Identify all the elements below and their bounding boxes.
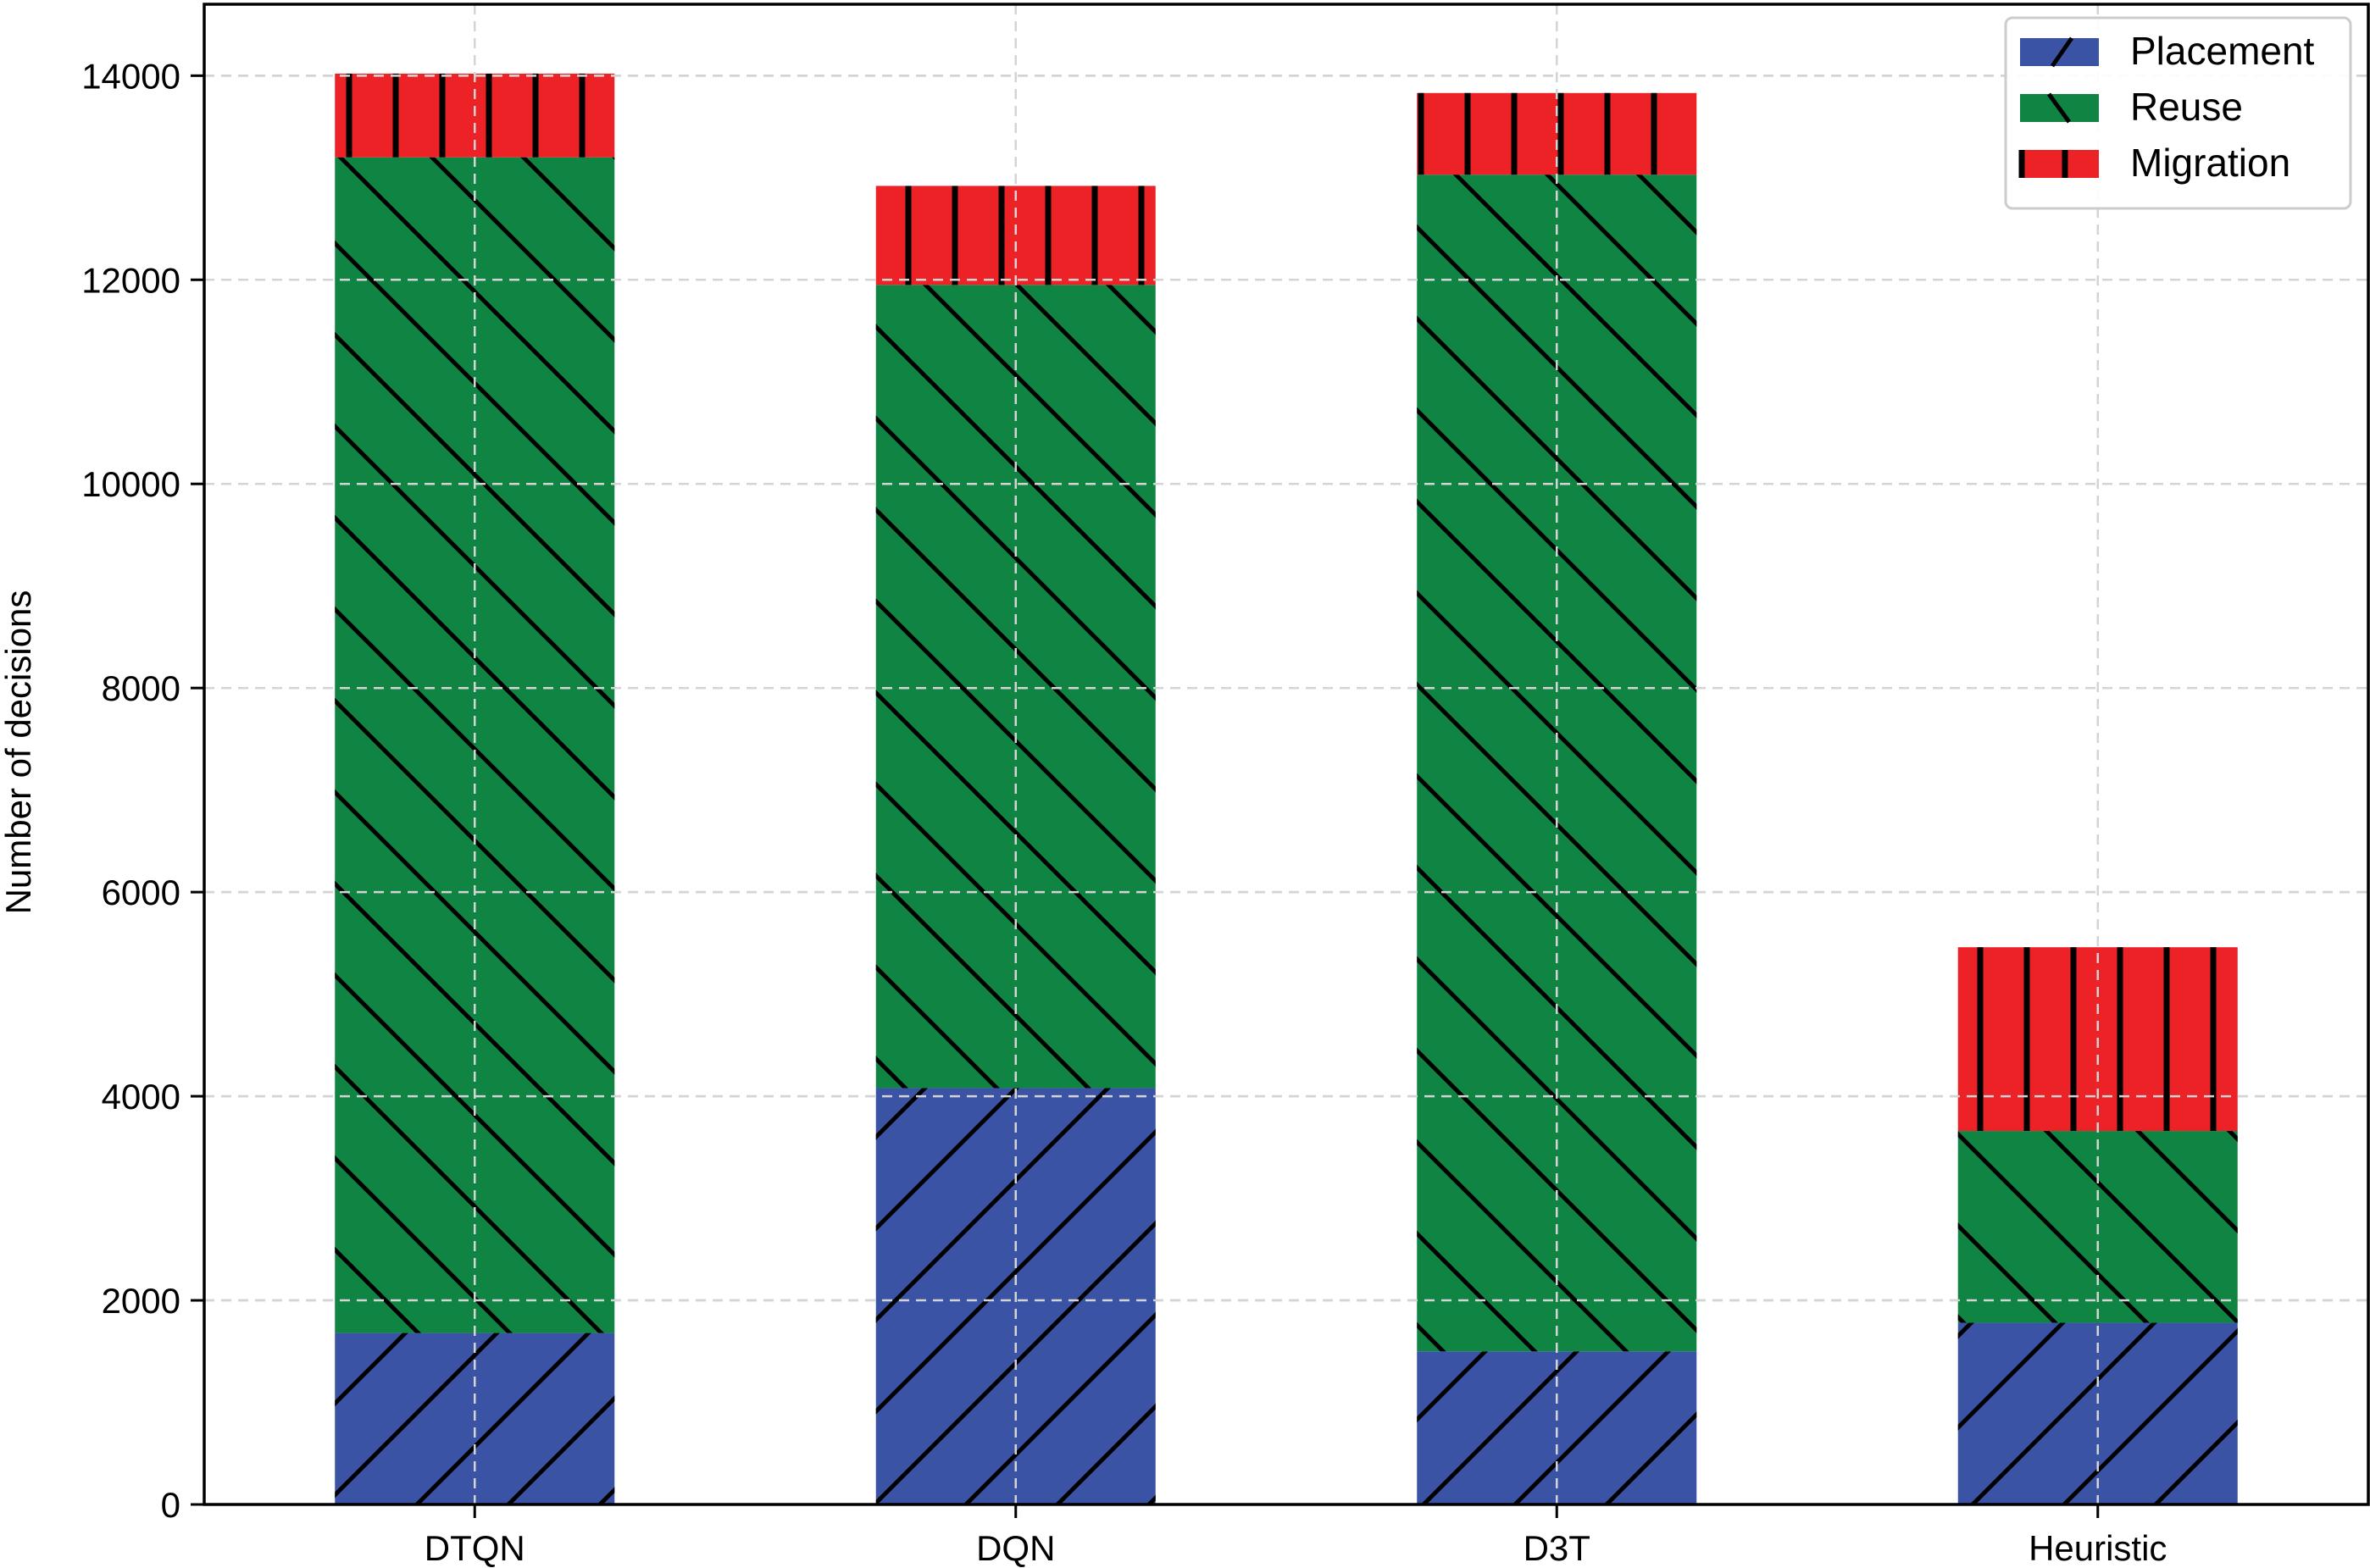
bar-hatch [1417,175,1697,1352]
plot-frame [203,3,2370,1506]
x-tick-label-dqn: DQN [976,1528,1055,1568]
legend-hatch [2050,36,2074,68]
y-tick-label: 12000 [81,260,180,300]
legend-item-placement: Placement [2020,29,2315,73]
x-tick-label-dtqn: DTQN [425,1528,525,1568]
y-tick-label: 10000 [81,464,180,504]
y-axis-title: Number of decisions [0,590,38,915]
y-tick-label: 0 [161,1485,180,1525]
legend-hatch [2046,92,2072,124]
legend-label: Placement [2130,29,2315,73]
legend-item-reuse: Reuse [2020,85,2243,129]
bar-d3t-reuse [1417,175,1697,1352]
y-tick-label: 14000 [81,56,180,96]
legend-item-migration: Migration [2018,141,2290,185]
y-tick-label: 6000 [102,873,180,912]
bars [204,4,2368,1504]
bar-hatch [335,157,615,1333]
legend-label: Migration [2130,141,2290,185]
y-tick-label: 4000 [102,1077,180,1116]
x-tick-label-d3t: D3T [1524,1528,1590,1568]
y-tick-label: 8000 [102,668,180,708]
legend-label: Reuse [2130,85,2243,129]
legend: Placement Reuse Migration [2004,16,2352,210]
legend-swatch [2020,150,2099,178]
bar-dtqn-reuse [335,157,615,1333]
bar-heuristic-placement [1957,1322,2238,1504]
grid-overlay [204,4,2368,1504]
y-tick-label: 2000 [102,1281,180,1321]
axes: 0 2000 4000 6000 8000 10000 12000 14000 DTQN DQN D… [81,3,2370,1568]
x-tick-label-heuristic: Heuristic [2029,1528,2167,1568]
